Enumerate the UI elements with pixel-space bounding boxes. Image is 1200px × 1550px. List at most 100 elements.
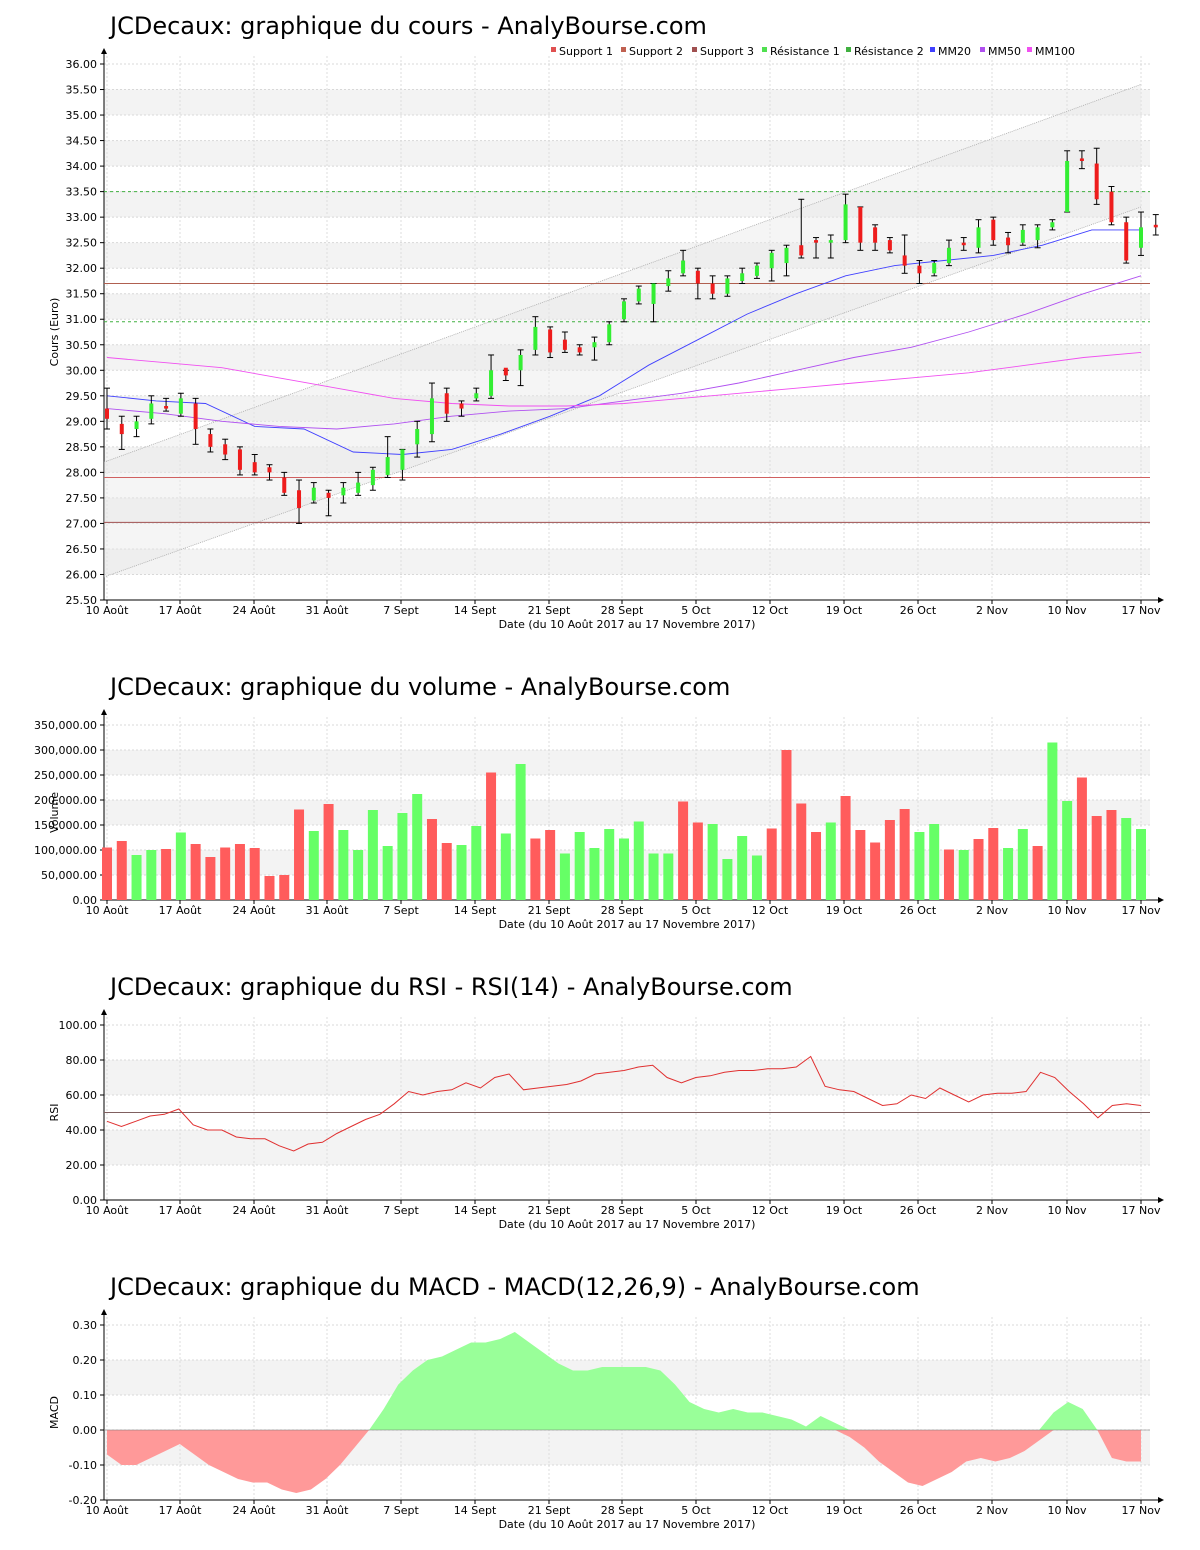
legend-label: Support 3 — [700, 45, 754, 58]
legend-swatch — [692, 47, 697, 52]
price-y-axis-title: Cours (Euro) — [48, 298, 61, 367]
price-ytick-label: 35.00 — [66, 109, 98, 122]
volume-panel: JCDecaux: graphique du volume - AnalyBou… — [34, 673, 1164, 931]
volume-bar — [515, 764, 526, 900]
candle-body — [1153, 224, 1158, 228]
volume-chart-title: JCDecaux: graphique du volume - AnalyBou… — [108, 673, 730, 701]
price-ytick-label: 27.00 — [66, 517, 98, 530]
candle-body — [932, 263, 937, 274]
candle-body — [1139, 227, 1143, 248]
volume-bar — [988, 828, 999, 900]
rsi-x-arrow — [1158, 1197, 1164, 1203]
volume-bar — [116, 841, 127, 900]
volume-x-arrow — [1158, 897, 1164, 903]
volume-ytick-label: 300,000.00 — [34, 744, 97, 757]
volume-bar — [367, 810, 378, 900]
volume-bar — [619, 838, 629, 900]
candle-body — [887, 240, 892, 251]
volume-bar — [131, 855, 142, 900]
volume-bar — [486, 772, 497, 900]
legend-swatch — [1027, 47, 1032, 52]
price-ytick-label: 34.50 — [66, 135, 98, 148]
price-xtick-label: 26 Oct — [900, 604, 937, 617]
candle-body — [946, 247, 951, 264]
rsi-panel: JCDecaux: graphique du RSI - RSI(14) - A… — [48, 973, 1164, 1231]
macd-ytick-label: 0.20 — [73, 1354, 98, 1367]
rsi-ytick-label: 60.00 — [66, 1089, 98, 1102]
candle-body — [592, 342, 597, 348]
candle-body — [784, 247, 789, 264]
macd-ytick-label: 0.00 — [73, 1424, 98, 1437]
price-chart-title: JCDecaux: graphique du cours - AnalyBour… — [108, 12, 707, 40]
candle-body — [917, 265, 922, 274]
volume-bar — [899, 809, 910, 900]
candle-body — [282, 477, 287, 493]
candle-body — [311, 487, 316, 501]
volume-bar — [722, 859, 733, 900]
volume-bar — [840, 796, 851, 900]
price-ytick-label: 28.00 — [66, 466, 98, 479]
volume-y-axis-title: Volume — [48, 792, 61, 833]
mm100-line — [106, 351, 1142, 407]
candle-body — [725, 278, 730, 294]
volume-bar — [220, 847, 231, 900]
rsi-xtick-label: 14 Sept — [454, 1204, 497, 1217]
volume-xtick-label: 10 Août — [86, 904, 130, 917]
mm20-line — [106, 229, 1141, 455]
candle-body — [370, 469, 375, 486]
candle-body — [710, 283, 715, 294]
candle-body — [415, 428, 420, 445]
price-channel-lower — [103, 206, 1142, 578]
candle-body — [341, 487, 346, 496]
macd-xtick-label: 19 Oct — [826, 1504, 863, 1517]
volume-bar — [633, 821, 644, 900]
mm50-line — [106, 275, 1142, 430]
rsi-ytick-label: 40.00 — [66, 1124, 98, 1137]
volume-bar — [973, 839, 984, 900]
volume-bar — [692, 822, 703, 900]
candle-body — [134, 421, 139, 429]
macd-xtick-label: 10 Août — [86, 1504, 130, 1517]
volume-ytick-label: 350,000.00 — [34, 719, 97, 732]
volume-bar — [1136, 829, 1146, 900]
volume-bar — [441, 843, 452, 900]
candle-body — [814, 240, 819, 243]
volume-xtick-label: 12 Oct — [752, 904, 789, 917]
volume-bar — [1121, 818, 1132, 900]
price-y-arrow — [101, 48, 107, 54]
volume-bar — [737, 836, 748, 900]
price-ytick-label: 35.50 — [66, 84, 98, 97]
candle-body — [105, 408, 109, 419]
candle-body — [164, 406, 169, 409]
price-band — [104, 548, 1150, 575]
volume-xtick-label: 14 Sept — [454, 904, 497, 917]
volume-xtick-label: 7 Sept — [383, 904, 419, 917]
candle-body — [223, 444, 228, 455]
macd-panel: JCDecaux: graphique du MACD - MACD(12,26… — [48, 1273, 1164, 1531]
volume-xtick-label: 17 Nov — [1122, 904, 1161, 917]
price-xtick-label: 17 Août — [159, 604, 203, 617]
price-xtick-label: 17 Nov — [1122, 604, 1161, 617]
volume-bar — [205, 857, 216, 900]
macd-xtick-label: 7 Sept — [383, 1504, 419, 1517]
price-xtick-label: 19 Oct — [826, 604, 863, 617]
candle-body — [651, 283, 656, 304]
candle-body — [193, 403, 198, 429]
volume-xtick-label: 19 Oct — [826, 904, 863, 917]
rsi-band — [104, 1130, 1150, 1165]
macd-xtick-label: 17 Août — [159, 1504, 203, 1517]
candle-body — [636, 288, 641, 302]
legend-label: MM20 — [938, 45, 971, 58]
price-ytick-label: 32.50 — [66, 237, 98, 250]
legend-swatch — [980, 47, 985, 52]
volume-xtick-label: 2 Nov — [976, 904, 1008, 917]
macd-y-axis-title: MACD — [48, 1396, 61, 1429]
price-ytick-label: 29.50 — [66, 390, 98, 403]
volume-bar — [589, 848, 600, 900]
price-ytick-label: 31.50 — [66, 288, 98, 301]
rsi-y-axis-title: RSI — [48, 1104, 61, 1122]
candle-body — [267, 467, 272, 473]
candle-body — [681, 260, 686, 274]
volume-bar — [678, 801, 689, 900]
volume-xtick-label: 28 Sept — [601, 904, 644, 917]
